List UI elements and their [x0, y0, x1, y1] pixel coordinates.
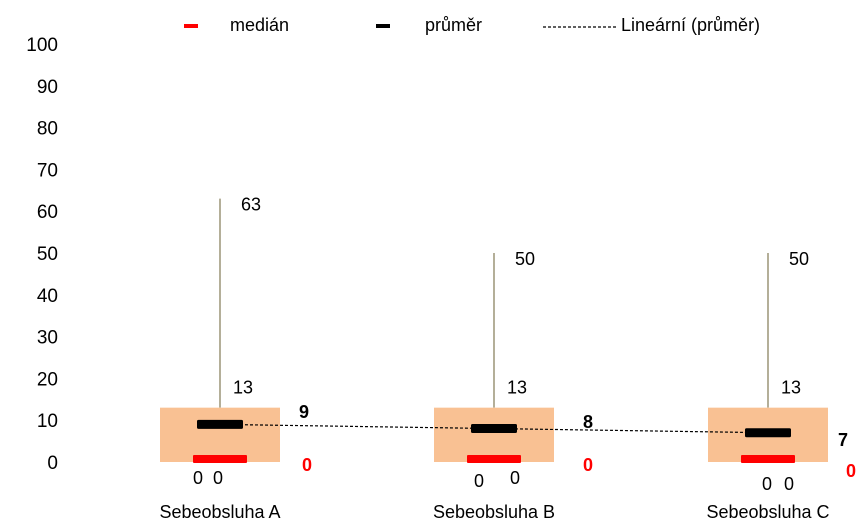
legend-median-swatch	[184, 24, 198, 28]
y-tick-label: 40	[37, 286, 58, 307]
max-label: 63	[241, 195, 261, 215]
q1-label: 0	[510, 468, 520, 488]
box-iqr	[160, 407, 280, 462]
median-marker	[193, 455, 247, 463]
y-axis: 0 10 20 30 40 50 60 70 80 90 100	[26, 35, 58, 474]
x-axis: Sebeobsluha A Sebeobsluha B Sebeobsluha C	[159, 502, 829, 522]
min-label: 0	[474, 471, 484, 491]
q3-label: 13	[781, 378, 801, 398]
y-tick-label: 50	[37, 244, 58, 265]
y-tick-label: 80	[37, 119, 58, 140]
legend-mean-label: průměr	[425, 15, 482, 35]
y-tick-label: 60	[37, 202, 58, 223]
median-marker	[467, 455, 521, 463]
max-label: 50	[515, 249, 535, 269]
legend: medián průměr Lineární (průměr)	[184, 15, 760, 35]
mean-marker	[471, 424, 517, 434]
box-iqr	[434, 407, 554, 462]
median-marker	[741, 455, 795, 463]
mean-label: 8	[583, 412, 593, 432]
min-label: 0	[762, 474, 772, 494]
q3-label: 13	[233, 378, 253, 398]
max-label: 50	[789, 249, 809, 269]
q1-label: 0	[213, 468, 223, 488]
y-tick-label: 10	[37, 411, 58, 432]
mean-label: 9	[299, 402, 309, 422]
y-tick-label: 90	[37, 77, 58, 98]
min-label: 0	[193, 468, 203, 488]
q3-label: 13	[507, 378, 527, 398]
median-label: 0	[302, 455, 312, 475]
category-label: Sebeobsluha B	[433, 502, 555, 522]
y-tick-label: 30	[37, 328, 58, 349]
y-tick-label: 0	[47, 453, 58, 474]
category-label: Sebeobsluha C	[706, 502, 829, 522]
mean-label: 7	[838, 430, 848, 450]
legend-mean-swatch	[376, 24, 390, 28]
median-label: 0	[583, 455, 593, 475]
q1-label: 0	[784, 474, 794, 494]
trend-line	[219, 423, 769, 434]
category-label: Sebeobsluha A	[159, 502, 280, 522]
y-tick-label: 100	[26, 35, 58, 56]
legend-trend-label: Lineární (průměr)	[621, 15, 760, 35]
y-tick-label: 20	[37, 369, 58, 390]
median-label: 0	[846, 461, 856, 481]
legend-median-label: medián	[230, 15, 289, 35]
y-tick-label: 70	[37, 160, 58, 181]
mean-marker	[745, 428, 791, 438]
